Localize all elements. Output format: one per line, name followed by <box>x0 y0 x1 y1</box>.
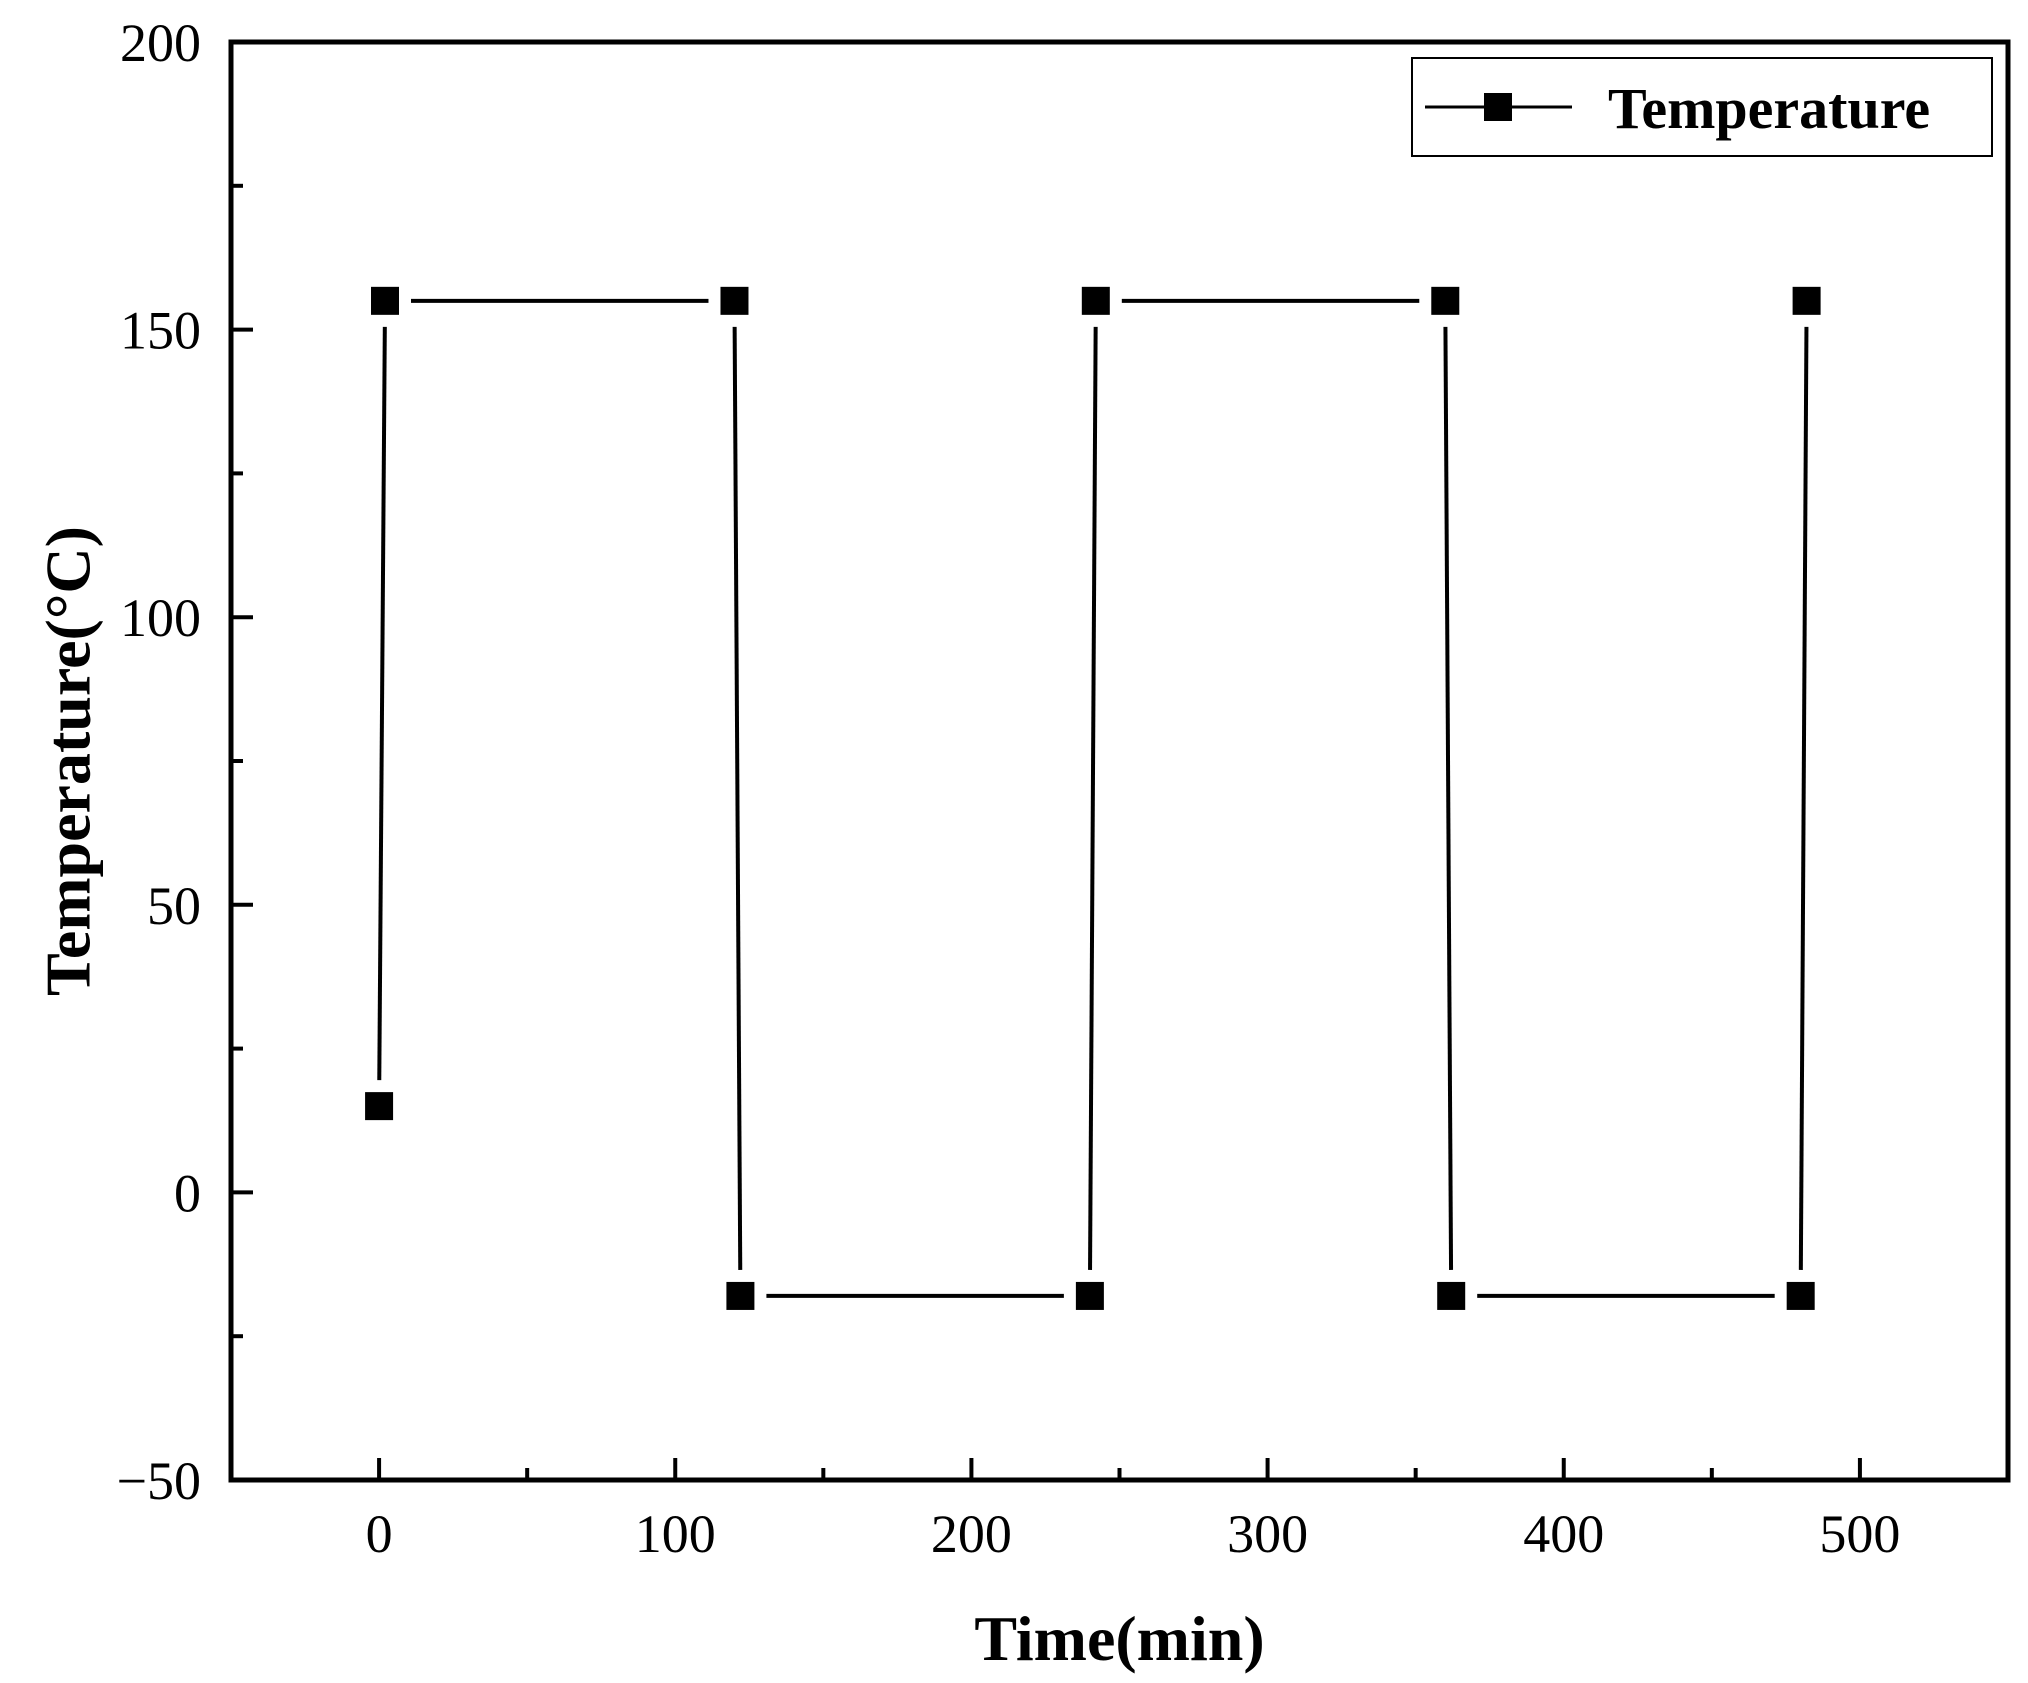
data-point <box>1431 286 1460 315</box>
y-tick-label: 200 <box>120 13 201 73</box>
series-layer <box>365 286 1821 1310</box>
data-point <box>720 286 749 315</box>
x-tick-label: 400 <box>1523 1504 1604 1564</box>
x-axis-title: Time(min) <box>974 1603 1264 1674</box>
y-tick-label: −50 <box>117 1451 201 1511</box>
data-point <box>726 1281 755 1310</box>
series-line-segment <box>1798 326 1809 1270</box>
y-tick-label: 150 <box>120 301 201 361</box>
data-point <box>1437 1281 1466 1310</box>
x-tick-label: 0 <box>366 1504 393 1564</box>
legend-label: Temperature <box>1608 76 1930 141</box>
data-point <box>1081 286 1110 315</box>
y-tick-label: 100 <box>120 588 201 648</box>
series-line-segment <box>1088 326 1098 1270</box>
x-tick-label: 500 <box>1819 1504 1900 1564</box>
data-point <box>1792 286 1821 315</box>
data-point <box>365 1092 394 1121</box>
ticks-layer: 0 100 200 300 400 500 −50 0 50 100 150 200 <box>117 13 1901 1564</box>
y-tick-label: 50 <box>147 876 201 936</box>
x-tick-label: 100 <box>635 1504 716 1564</box>
legend: Temperature <box>1411 57 1993 157</box>
x-tick-label: 300 <box>1227 1504 1308 1564</box>
x-tick-label: 200 <box>931 1504 1012 1564</box>
legend-marker <box>1484 93 1512 121</box>
plot-frame <box>228 39 2011 1483</box>
data-point <box>1786 1281 1815 1310</box>
series-line-segment <box>732 326 743 1270</box>
data-point <box>1075 1281 1104 1310</box>
y-axis-title: Temperature(°C) <box>33 526 104 996</box>
series-line-segment <box>377 326 387 1081</box>
y-tick-label: 0 <box>174 1163 201 1223</box>
series-line-segment <box>1443 326 1454 1270</box>
data-point <box>371 286 400 315</box>
